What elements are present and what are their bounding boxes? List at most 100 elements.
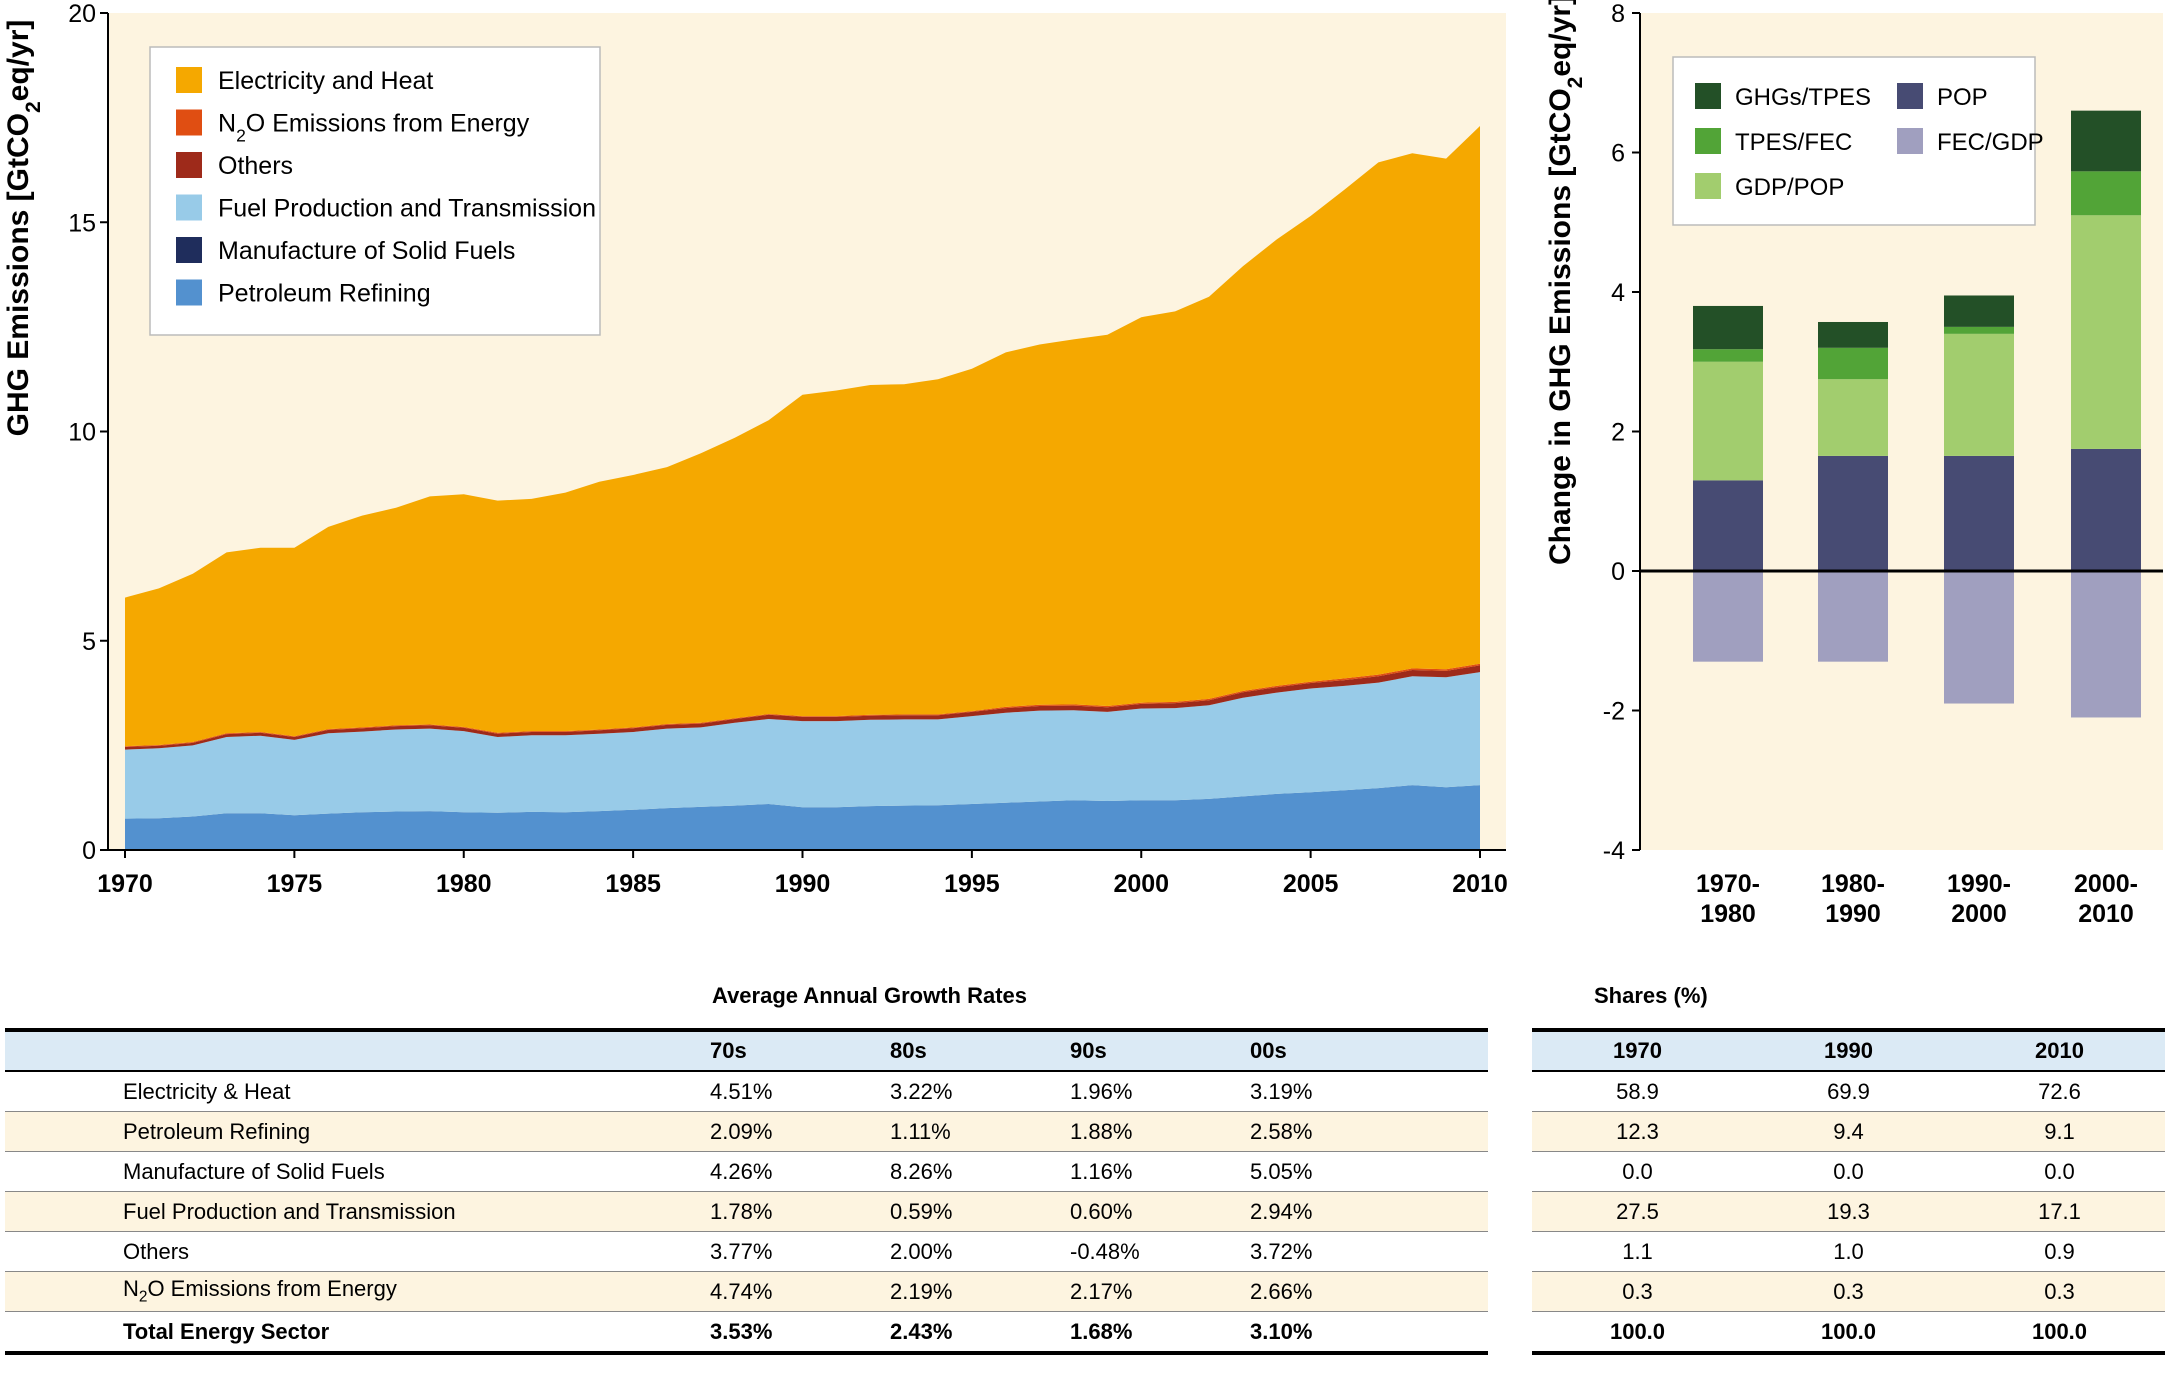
area-x-tick-label: 1980 — [436, 870, 492, 898]
area-chart: 0 5 10 15 20 1970 1975 1980 1985 1990 1995 2000 2005… — [2, 0, 1508, 898]
shares-table-title: Shares (%) — [1594, 983, 1708, 1008]
growth-table-row: Others 3.77% 2.00% -0.48% 3.72% — [5, 1231, 1488, 1272]
bar-fec-gdp — [2071, 571, 2141, 718]
area-x-tick-label: 2005 — [1283, 870, 1339, 898]
shares-cell: 12.3 — [1532, 1111, 1743, 1152]
growth-row-label: N2O Emissions from Energy — [5, 1271, 710, 1312]
growth-table-row: N2O Emissions from Energy 4.74% 2.19% 2.17%… — [5, 1271, 1488, 1312]
area-legend-label: Electricity and Heat — [218, 67, 433, 95]
bar-ghgs-tpes — [1944, 295, 2014, 327]
area-chart-ylabel: GHG Emissions [GtCO2eq/yr] — [2, 20, 45, 437]
growth-table-row: Fuel Production and Transmission 1.78% 0.5… — [5, 1191, 1488, 1232]
area-x-tick-label: 1985 — [605, 870, 661, 898]
bar-legend-label: GDP/POP — [1735, 174, 1844, 201]
area-x-tick-label: 1975 — [267, 870, 323, 898]
growth-row-label: Others — [5, 1231, 710, 1272]
shares-table-row: 0.0 0.0 0.0 — [1532, 1151, 2165, 1192]
bar-y-tick-label: -4 — [1603, 837, 1625, 865]
growth-cell: 3.22% — [890, 1071, 1070, 1112]
growth-row-label: Total Energy Sector — [5, 1311, 710, 1355]
growth-header-00s: 00s — [1250, 1028, 1488, 1072]
bar-legend-label: POP — [1937, 84, 1988, 111]
growth-cell: 1.78% — [710, 1191, 890, 1232]
shares-header-1990: 1990 — [1743, 1028, 1954, 1072]
area-legend-swatch — [176, 279, 202, 306]
bar-legend-box — [1672, 56, 2036, 226]
shares-table-row: 12.3 9.4 9.1 — [1532, 1111, 2165, 1152]
bar-pop — [1818, 455, 1888, 571]
growth-cell: 1.88% — [1070, 1111, 1250, 1152]
shares-table-header-row: 1970 1990 2010 — [1532, 1028, 2165, 1072]
area-legend-label: N2O Emissions from Energy — [218, 110, 530, 146]
area-legend-swatch — [176, 109, 202, 136]
growth-cell: 1.16% — [1070, 1151, 1250, 1192]
growth-row-label: Manufacture of Solid Fuels — [5, 1151, 710, 1192]
growth-cell: 4.51% — [710, 1071, 890, 1112]
bar-gdp-pop — [1818, 379, 1888, 456]
area-legend-box — [149, 46, 601, 336]
bar-tpes-fec — [1944, 326, 2014, 334]
growth-rates-table: 70s 80s 90s 00s Electricity & Heat 4.51% 3.22… — [5, 1028, 1488, 1355]
shares-cell: 9.1 — [1954, 1111, 2165, 1152]
bar-y-tick-label: 2 — [1611, 419, 1625, 447]
shares-cell: 27.5 — [1532, 1191, 1743, 1232]
growth-cell: 8.26% — [890, 1151, 1070, 1192]
growth-header-90s: 90s — [1070, 1028, 1250, 1072]
growth-row-label: Fuel Production and Transmission — [5, 1191, 710, 1232]
bar-ghgs-tpes — [1818, 321, 1888, 348]
shares-cell: 1.1 — [1532, 1231, 1743, 1272]
area-legend-swatch — [176, 237, 202, 263]
growth-cell: 3.19% — [1250, 1071, 1488, 1112]
growth-table-row: Manufacture of Solid Fuels 4.26% 8.26% 1.16… — [5, 1151, 1488, 1192]
bar-ghgs-tpes — [1693, 305, 1763, 350]
bar-pop — [1944, 455, 2014, 571]
growth-cell: 2.43% — [890, 1311, 1070, 1355]
area-legend-label: Fuel Production and Transmission — [218, 195, 596, 223]
area-legend-swatch — [176, 152, 202, 178]
area-y-tick-label: 20 — [68, 0, 96, 28]
area-series-electricity-and-heat — [125, 126, 1480, 747]
growth-header-blank — [5, 1028, 710, 1072]
growth-cell: 4.74% — [710, 1271, 890, 1312]
bar-y-tick-label: 0 — [1611, 558, 1625, 586]
growth-cell: 2.66% — [1250, 1271, 1488, 1312]
area-y-tick-label: 15 — [68, 209, 96, 237]
area-legend-label: Others — [218, 152, 293, 180]
bar-y-tick-label: 8 — [1611, 0, 1625, 28]
growth-cell: -0.48% — [1070, 1231, 1250, 1272]
area-x-tick-label: 1970 — [97, 870, 153, 898]
shares-cell: 17.1 — [1954, 1191, 2165, 1232]
area-x-tick-label: 1995 — [944, 870, 1000, 898]
area-series-petroleum-refining — [125, 785, 1480, 850]
shares-cell: 69.9 — [1743, 1071, 1954, 1112]
growth-cell: 1.11% — [890, 1111, 1070, 1152]
bar-fec-gdp — [1693, 571, 1763, 662]
bar-x-tick-label: 2000-2010 — [2074, 870, 2138, 928]
growth-cell: 3.10% — [1250, 1311, 1488, 1355]
growth-cell: 0.59% — [890, 1191, 1070, 1232]
shares-table: 1970 1990 2010 58.9 69.9 72.6 12.3 9.4 9.1 0.0 0.… — [1532, 1028, 2165, 1355]
shares-cell: 0.0 — [1743, 1151, 1954, 1192]
growth-cell: 2.19% — [890, 1271, 1070, 1312]
shares-cell: 72.6 — [1954, 1071, 2165, 1112]
bar-legend-label: GHGs/TPES — [1735, 84, 1871, 111]
shares-cell: 19.3 — [1743, 1191, 1954, 1232]
growth-table-title: Average Annual Growth Rates — [712, 983, 1027, 1008]
bar-y-tick-label: -2 — [1603, 698, 1625, 726]
growth-cell: 2.17% — [1070, 1271, 1250, 1312]
shares-header-2010: 2010 — [1954, 1028, 2165, 1072]
bar-legend-label: FEC/GDP — [1937, 129, 2044, 156]
growth-table-row: Electricity & Heat 4.51% 3.22% 1.96% 3.19% — [5, 1071, 1488, 1112]
area-legend-swatch — [176, 67, 202, 93]
area-y-tick-label: 0 — [82, 837, 96, 865]
growth-table-row: Total Energy Sector 3.53% 2.43% 1.68% 3.10% — [5, 1311, 1488, 1355]
bar-legend-swatch — [1695, 173, 1721, 199]
area-y-tick-label: 5 — [82, 628, 96, 656]
shares-table-row: 58.9 69.9 72.6 — [1532, 1071, 2165, 1112]
growth-cell: 0.60% — [1070, 1191, 1250, 1232]
growth-header-80s: 80s — [890, 1028, 1070, 1072]
bar-tpes-fec — [1818, 347, 1888, 380]
bar-x-tick-label: 1990-2000 — [1947, 870, 2011, 928]
shares-cell: 0.0 — [1532, 1151, 1743, 1192]
bar-fec-gdp — [1818, 571, 1888, 662]
